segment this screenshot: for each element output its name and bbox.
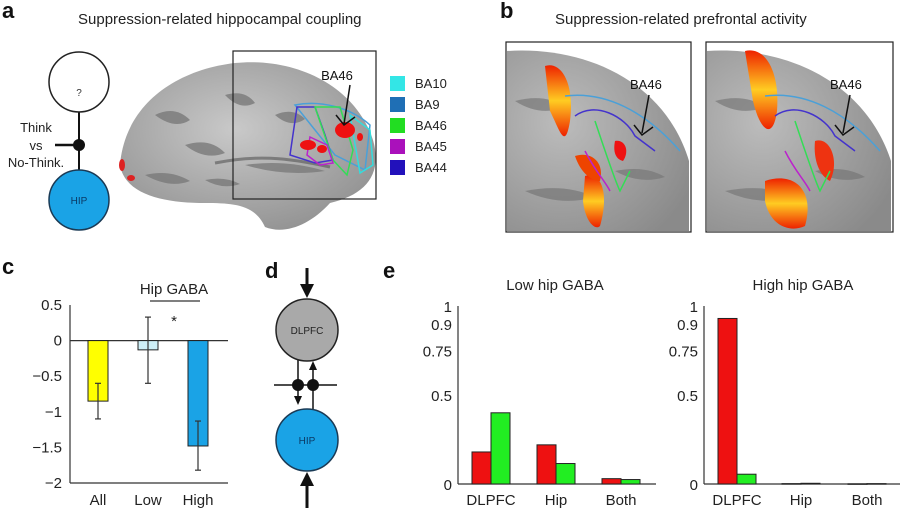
legend-item-ba45: BA45 <box>390 136 447 157</box>
dlpfc-node <box>275 298 339 362</box>
hip-node-label: HIP <box>71 196 88 207</box>
chart-exceedance-low: Low hip GABA Exceedance probability 00.5… <box>423 277 656 509</box>
legend-swatch-icon <box>390 139 405 154</box>
arrow-icon <box>633 124 654 137</box>
input-arrow-icon <box>300 284 314 298</box>
legend-item-ba10: BA10 <box>390 73 447 94</box>
panel-b-title: Suppression-related prefrontal activity <box>555 11 807 28</box>
activity-map-left: BA46 <box>505 41 692 233</box>
brain-surface <box>120 62 376 230</box>
y-tick-label: 0.75 <box>669 344 698 361</box>
y-tick-label: 0.75 <box>423 344 452 361</box>
y-tick-label: 1 <box>690 299 698 316</box>
bar-red <box>717 317 738 485</box>
y-tick-label: 0.5 <box>431 388 452 405</box>
modulator-node <box>307 379 319 391</box>
x-tick-label: DLPFC <box>466 492 515 509</box>
y-tick-label: 0.5 <box>677 388 698 405</box>
x-tick-label: Both <box>606 492 637 509</box>
y-tick-label: −2 <box>45 475 62 492</box>
x-tick-label: High <box>183 492 214 509</box>
legend-swatch-icon <box>390 160 405 175</box>
dlpfc-node-label: DLPFC <box>291 326 324 337</box>
ba46-label-left: BA46 <box>630 77 662 92</box>
significance-star: * <box>171 313 177 330</box>
y-tick-label: −1 <box>45 404 62 421</box>
bar-red <box>847 483 868 485</box>
up-arrow-icon <box>309 361 317 370</box>
chart-e-low-title: Low hip GABA <box>506 277 604 294</box>
hip-node <box>275 408 339 472</box>
x-tick-label: Hip <box>790 492 813 509</box>
ba46-label: BA46 <box>321 68 353 83</box>
arrow-icon <box>834 124 855 137</box>
y-tick-label: −0.5 <box>32 368 62 385</box>
bar-red <box>781 483 802 485</box>
ba46-label-right: BA46 <box>830 77 862 92</box>
y-tick-label: 1 <box>444 299 452 316</box>
bar-green <box>866 483 887 485</box>
legend-item-ba9: BA9 <box>390 94 447 115</box>
x-tick-label: DLPFC <box>712 492 761 509</box>
panel-letter-c: c <box>2 254 15 279</box>
hip-node <box>48 169 110 231</box>
y-tick-label: 0.9 <box>431 317 452 334</box>
bar-red <box>471 451 492 485</box>
x-tick-label: All <box>90 492 107 509</box>
region-legend: BA10 BA9 BA46 BA45 BA44 <box>390 73 447 178</box>
y-tick-label: 0.5 <box>41 297 62 314</box>
y-tick-label: −1.5 <box>32 439 62 456</box>
chart-c-bracket-label: Hip GABA <box>140 281 208 298</box>
modulator-node <box>73 139 85 151</box>
legend-item-ba46: BA46 <box>390 115 447 136</box>
unknown-node-label: ? <box>76 88 82 99</box>
inset-frame <box>232 50 377 200</box>
down-arrow-icon <box>294 396 302 405</box>
brain-lateral-view: BA46 <box>119 50 377 230</box>
modulator-label-nothink: No-Think. <box>8 155 64 170</box>
activation-ba46 <box>335 122 355 138</box>
legend-swatch-icon <box>390 76 405 91</box>
chart-exceedance-high: High hip GABA 0 0.5 0.75 0.91 DLPFC Hip Both <box>669 277 900 509</box>
bar-red <box>601 478 622 485</box>
modulator-label-vs: vs <box>30 138 44 153</box>
legend-item-ba44: BA44 <box>390 157 447 178</box>
bar-green <box>555 463 576 485</box>
arrow-icon <box>335 114 356 127</box>
panel-letter-b: b <box>500 0 514 23</box>
legend-swatch-icon <box>390 97 405 112</box>
hip-node-label: HIP <box>299 436 316 447</box>
bar-red <box>536 444 557 485</box>
y-tick-label: 0 <box>690 477 698 494</box>
coupling-diagram: ? HIP Think vs No-Think. <box>8 51 110 231</box>
panel-a-title: Suppression-related hippocampal coupling <box>78 11 362 28</box>
modulator-label-think: Think <box>20 120 52 135</box>
modulator-node <box>292 379 304 391</box>
x-tick-label: Low <box>134 492 162 509</box>
bar-green <box>490 412 511 485</box>
bar-green <box>736 473 757 485</box>
unknown-node <box>48 51 110 113</box>
bar-green <box>800 482 821 485</box>
prefrontal-activity-maps: BA46 BA46 <box>505 41 894 233</box>
input-arrow-icon <box>300 472 314 486</box>
y-tick-label: 0 <box>54 333 62 350</box>
y-tick-label: 0.9 <box>677 317 698 334</box>
panel-letter-e: e <box>383 258 396 283</box>
legend-swatch-icon <box>390 118 405 133</box>
x-tick-label: Hip <box>545 492 568 509</box>
chart-e-high-title: High hip GABA <box>753 277 854 294</box>
panel-letter-d: d <box>265 258 279 283</box>
x-tick-label: Both <box>852 492 883 509</box>
panel-letter-a: a <box>2 0 15 23</box>
dcm-model-diagram: DLPFC HIP <box>274 268 339 508</box>
y-tick-label: 0 <box>444 477 452 494</box>
activity-map-right: BA46 <box>705 41 894 233</box>
bar-green <box>620 479 641 485</box>
chart-ppi-estimate: Hip GABA * BA46 PPI estimate 0.50−0.5−1−… <box>32 281 228 509</box>
